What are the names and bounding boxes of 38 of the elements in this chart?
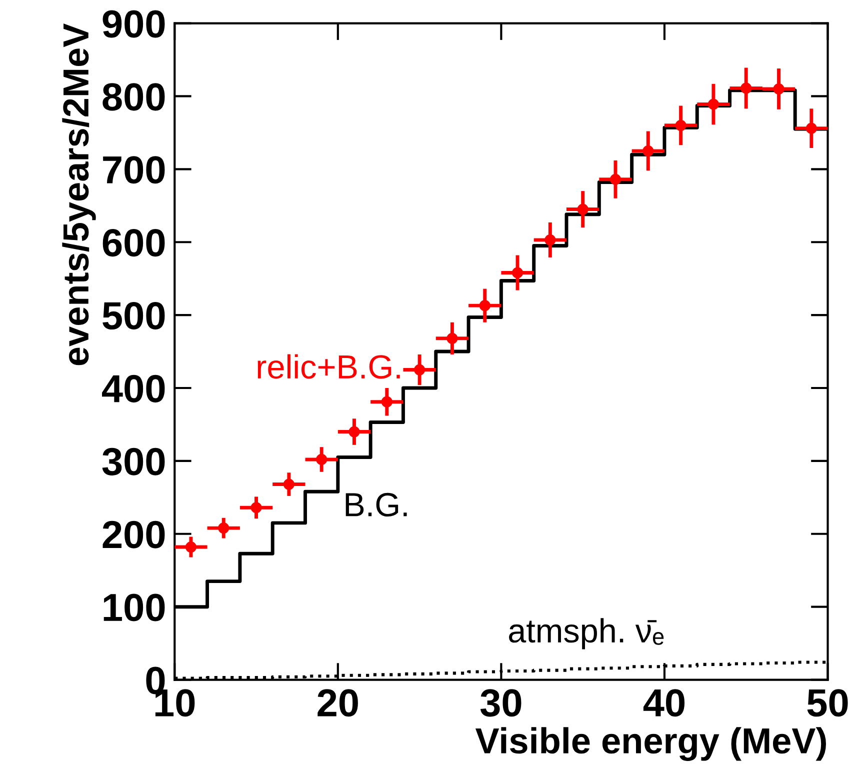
y-tick-label: 300: [102, 448, 165, 476]
point: [250, 502, 262, 514]
x-axis-title: Visible energy (MeV): [475, 727, 826, 761]
point: [283, 478, 294, 490]
point: [577, 204, 588, 215]
x-tick-label: 30: [480, 689, 522, 717]
x-tick-label: 40: [643, 689, 685, 717]
point: [381, 396, 392, 408]
point: [512, 267, 524, 278]
y-tick-label: 100: [104, 594, 165, 622]
x-tick-label: 20: [318, 689, 358, 717]
y-tick-label: 700: [103, 156, 165, 184]
y-tick-label: 900: [102, 10, 165, 38]
point: [414, 364, 426, 376]
point: [675, 120, 686, 131]
point: [740, 82, 752, 94]
annotation: relic+B.G.: [258, 354, 400, 379]
point: [479, 300, 490, 312]
y-axis-title: events/5years/2MeV: [62, 24, 96, 366]
point: [642, 145, 654, 156]
y-tick-label: 800: [102, 83, 165, 111]
point: [544, 234, 556, 246]
point: [773, 83, 784, 94]
point: [348, 426, 360, 438]
point: [316, 454, 328, 466]
point: [185, 541, 197, 553]
point: [446, 332, 458, 344]
x-tick-label: 50: [807, 689, 848, 717]
y-tick-label: 200: [102, 520, 165, 548]
point: [708, 98, 720, 110]
annotation: B.G.: [346, 492, 407, 517]
point: [610, 174, 622, 185]
annotation: atmsph. ν̄ₑ: [509, 618, 664, 650]
y-tick-label: 600: [102, 229, 165, 257]
y-tick-label: 400: [102, 374, 165, 402]
point: [218, 522, 230, 534]
y-tick-label: 500: [102, 302, 165, 330]
point: [806, 122, 817, 134]
